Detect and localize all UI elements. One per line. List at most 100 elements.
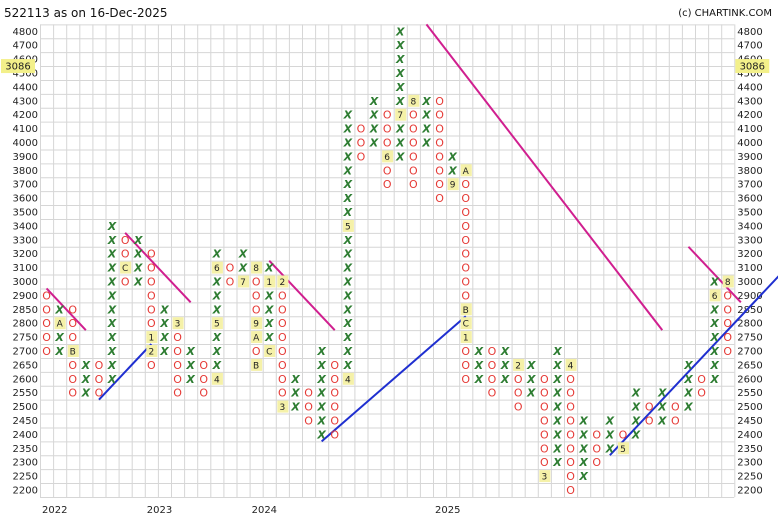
o-box: O — [461, 192, 470, 205]
x-box: X — [395, 137, 405, 150]
x-tick-label: 2025 — [435, 505, 460, 516]
o-box: O — [566, 456, 575, 469]
o-box: O — [121, 234, 130, 247]
o-box: O — [383, 109, 392, 122]
y-tick-label-left: 2650 — [13, 360, 38, 371]
x-box: X — [552, 401, 562, 414]
o-box: O — [619, 428, 628, 441]
y-tick-label-left: 2350 — [13, 444, 38, 455]
o-box: O — [514, 373, 523, 386]
o-box: O — [435, 178, 444, 191]
x-box: X — [343, 317, 353, 330]
o-box: O — [304, 401, 313, 414]
x-box: X — [395, 39, 405, 52]
o-box: O — [68, 387, 77, 400]
x-box: X — [107, 262, 117, 275]
month-marker: 2 — [148, 348, 154, 358]
o-box: O — [147, 303, 156, 316]
month-marker: 3 — [175, 320, 181, 330]
y-tick-label-left: 4200 — [13, 110, 38, 121]
y-tick-label-left: 3200 — [13, 249, 38, 260]
y-tick-label-left: 4000 — [13, 138, 38, 149]
x-box: X — [709, 359, 719, 372]
x-box: X — [133, 248, 143, 261]
o-box: O — [435, 192, 444, 205]
o-box: O — [147, 276, 156, 289]
month-marker: 1 — [148, 334, 154, 344]
x-box: X — [657, 415, 667, 428]
o-box: O — [42, 303, 51, 316]
y-tick-label-right: 3600 — [737, 194, 762, 205]
o-box: O — [383, 123, 392, 136]
month-marker-bg — [67, 345, 79, 357]
o-box: O — [173, 345, 182, 358]
o-box: O — [566, 442, 575, 455]
o-box: O — [671, 415, 680, 428]
x-box: X — [631, 401, 641, 414]
o-box: O — [173, 359, 182, 372]
x-box: X — [683, 373, 693, 386]
y-tick-label-right: 3100 — [737, 263, 762, 274]
month-marker: C — [122, 264, 128, 274]
x-box: X — [107, 359, 117, 372]
o-box: O — [488, 359, 497, 372]
o-box: O — [540, 442, 549, 455]
o-box: O — [409, 164, 418, 177]
x-tick-label: 2022 — [42, 505, 67, 516]
month-marker: B — [70, 348, 76, 358]
x-box: X — [395, 81, 405, 94]
x-box: X — [447, 150, 457, 163]
month-marker: 4 — [345, 375, 351, 385]
y-tick-label-left: 3500 — [13, 208, 38, 219]
month-marker: A — [463, 167, 470, 177]
month-marker: 8 — [725, 278, 731, 288]
o-box: O — [723, 303, 732, 316]
y-tick-label-right: 2750 — [737, 333, 762, 344]
x-box: X — [552, 373, 562, 386]
month-marker-bg — [395, 108, 407, 121]
x-box: X — [500, 373, 510, 386]
trendline — [45, 287, 87, 331]
x-box: X — [133, 276, 143, 289]
o-box: O — [330, 401, 339, 414]
chart-grid — [40, 24, 736, 498]
x-box: X — [343, 345, 353, 358]
o-box: O — [566, 401, 575, 414]
o-box: O — [68, 359, 77, 372]
y-tick-label-right: 2200 — [737, 486, 762, 497]
o-box: O — [461, 234, 470, 247]
x-tick-label: 2024 — [252, 505, 277, 516]
chart-title: 522113 as on 16-Dec-2025 — [4, 6, 168, 20]
o-box: O — [409, 109, 418, 122]
y-tick-label-right: 3700 — [737, 180, 762, 191]
month-marker-bg — [460, 317, 472, 330]
trendline — [124, 232, 192, 304]
month-marker: 6 — [712, 292, 718, 302]
x-box: X — [343, 206, 353, 219]
o-box: O — [461, 289, 470, 302]
x-box: X — [343, 359, 353, 372]
x-box: X — [107, 317, 117, 330]
o-box: O — [592, 456, 601, 469]
x-box: X — [578, 428, 588, 441]
x-box: X — [683, 387, 693, 400]
o-box: O — [435, 123, 444, 136]
month-marker: A — [57, 320, 64, 330]
x-box: X — [657, 387, 667, 400]
x-box: X — [369, 137, 379, 150]
y-tick-label-right: 4400 — [737, 82, 762, 93]
x-box: X — [421, 123, 431, 136]
x-box: X — [107, 289, 117, 302]
x-box: X — [212, 248, 222, 261]
month-marker-bg — [146, 345, 158, 357]
x-box: X — [631, 428, 641, 441]
x-box: X — [107, 303, 117, 316]
y-tick-label-left: 2550 — [13, 388, 38, 399]
y-tick-label-left: 3000 — [13, 277, 38, 288]
x-box: X — [107, 234, 117, 247]
trendline — [609, 275, 778, 456]
x-box: X — [264, 289, 274, 302]
month-marker-bg — [722, 275, 734, 288]
x-box: X — [421, 137, 431, 150]
y-tick-label-left: 2900 — [13, 291, 38, 302]
